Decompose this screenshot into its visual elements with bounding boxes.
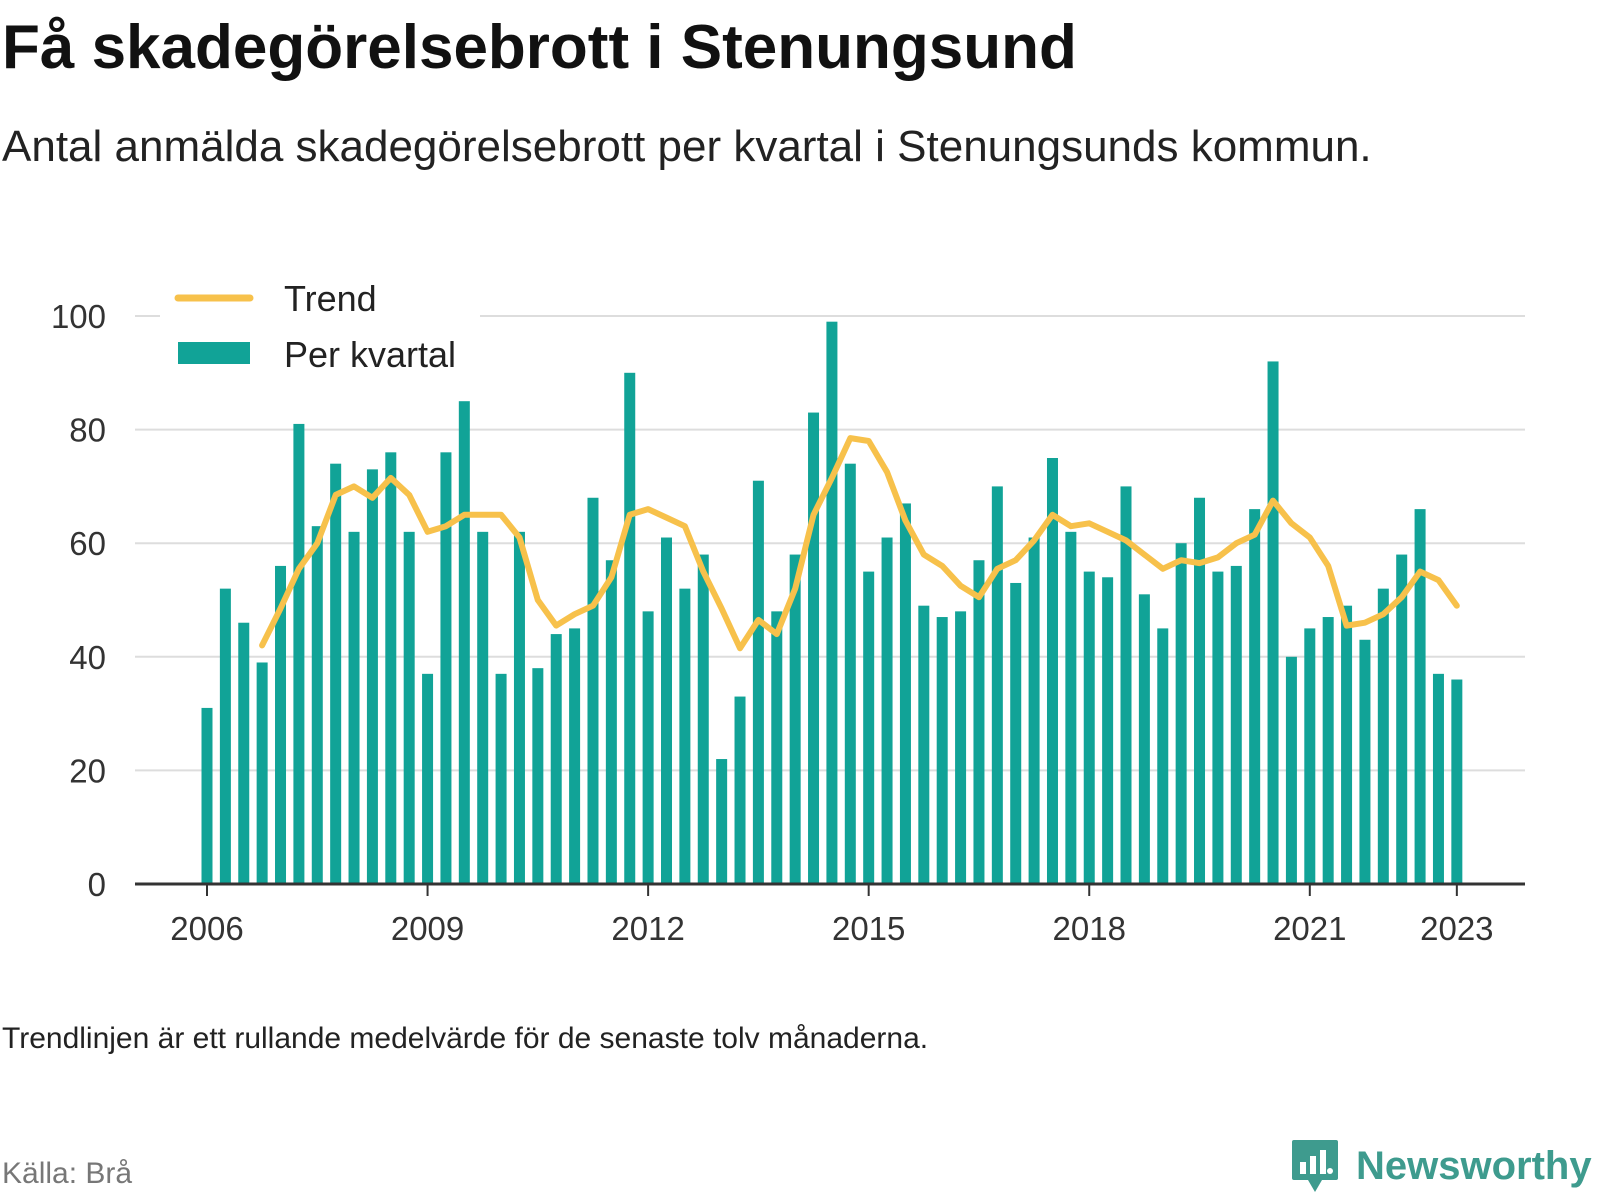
bar (311, 526, 323, 884)
bar (238, 622, 250, 884)
chart: 0 20 40 60 80 100 2006 2009 2012 2015 2018 2021 202… (50, 268, 1525, 947)
x-tick-label: 2015 (832, 910, 905, 947)
y-tick-label: 20 (69, 752, 106, 789)
y-tick-label: 40 (69, 639, 106, 676)
bar (973, 560, 985, 884)
x-tick-label: 2018 (1053, 910, 1126, 947)
bar (1120, 486, 1132, 884)
bar (403, 531, 415, 884)
bar (440, 452, 452, 884)
y-tick-label: 0 (88, 866, 106, 903)
bar (808, 412, 820, 884)
bar (716, 759, 728, 884)
bar (661, 537, 672, 884)
bar (642, 611, 654, 884)
bar (624, 372, 636, 884)
trend-series (259, 435, 1460, 652)
bar (918, 605, 930, 884)
brand[interactable]: Newsworthy (1290, 1138, 1592, 1194)
bar (1194, 497, 1206, 884)
bar (219, 588, 231, 884)
bar (1249, 509, 1261, 884)
y-tick-label: 100 (51, 298, 106, 335)
legend-trend-label: Trend (284, 278, 377, 319)
bar (422, 673, 434, 884)
newsworthy-logo-icon (1292, 1140, 1338, 1192)
x-tick-label: 2012 (611, 910, 684, 947)
bar (1083, 571, 1095, 884)
bar (587, 497, 599, 884)
bar (955, 611, 967, 884)
bar (293, 423, 305, 884)
bar (752, 480, 764, 884)
x-tick-label: 2023 (1420, 910, 1493, 947)
y-tick-label: 60 (69, 525, 106, 562)
footnote: Trendlinjen är ett rullande medelvärde f… (2, 1022, 929, 1055)
bar (881, 537, 893, 884)
bar (936, 617, 948, 884)
brand-name: Newsworthy (1356, 1143, 1592, 1188)
bar (477, 531, 489, 884)
bar (863, 571, 875, 884)
bar (991, 486, 1003, 884)
bar (697, 554, 709, 884)
bar (495, 673, 507, 884)
x-tick-label: 2009 (391, 910, 464, 947)
legend-bar-swatch (178, 342, 250, 364)
bar (1212, 571, 1224, 884)
bar (1341, 605, 1353, 884)
legend-bar-label: Per kvartal (284, 334, 456, 375)
bar (826, 321, 838, 884)
legend: Trend Per kvartal (160, 268, 480, 378)
bar (1322, 617, 1334, 884)
bar (458, 401, 470, 884)
chart-subtitle: Antal anmälda skadegörelsebrott per kvar… (2, 122, 1372, 171)
bar (1285, 656, 1297, 884)
bar (1414, 509, 1426, 884)
bar (385, 452, 397, 884)
bar-series (201, 321, 1463, 884)
bar (1046, 458, 1058, 884)
bar (1102, 577, 1114, 884)
bar (550, 634, 562, 884)
bar (1304, 628, 1316, 884)
bar (1010, 582, 1022, 884)
bar (256, 662, 268, 884)
bar (771, 611, 783, 884)
bar (1175, 543, 1187, 884)
bar (605, 560, 617, 884)
bar (366, 469, 378, 884)
y-tick-label: 80 (69, 412, 106, 449)
bar (532, 668, 544, 884)
bar (330, 463, 342, 884)
bar (569, 628, 581, 884)
bar (679, 588, 691, 884)
bar (1138, 594, 1150, 884)
bar (734, 696, 746, 884)
bar (513, 531, 525, 884)
trend-line (259, 435, 1460, 652)
bar (348, 531, 360, 884)
bar (201, 707, 213, 884)
x-axis: 2006 2009 2012 2015 2018 2021 2023 (135, 882, 1525, 947)
bar (275, 565, 287, 884)
bar (1267, 361, 1279, 884)
bar (1359, 639, 1371, 884)
bar (1396, 554, 1408, 884)
bar (899, 503, 911, 884)
bar (789, 554, 801, 884)
chart-title: Få skadegörelsebrott i Stenungsund (2, 13, 1077, 82)
x-tick-label: 2021 (1273, 910, 1346, 947)
bar (1377, 588, 1389, 884)
bar (844, 463, 856, 884)
bar (1432, 673, 1444, 884)
bar (1451, 679, 1463, 884)
source-text: Källa: Brå (2, 1157, 133, 1190)
bar (1028, 537, 1040, 884)
bar (1230, 565, 1242, 884)
x-tick-label: 2006 (170, 910, 243, 947)
y-axis-labels: 0 20 40 60 80 100 (51, 298, 106, 903)
bar (1065, 531, 1077, 884)
bar (1157, 628, 1169, 884)
